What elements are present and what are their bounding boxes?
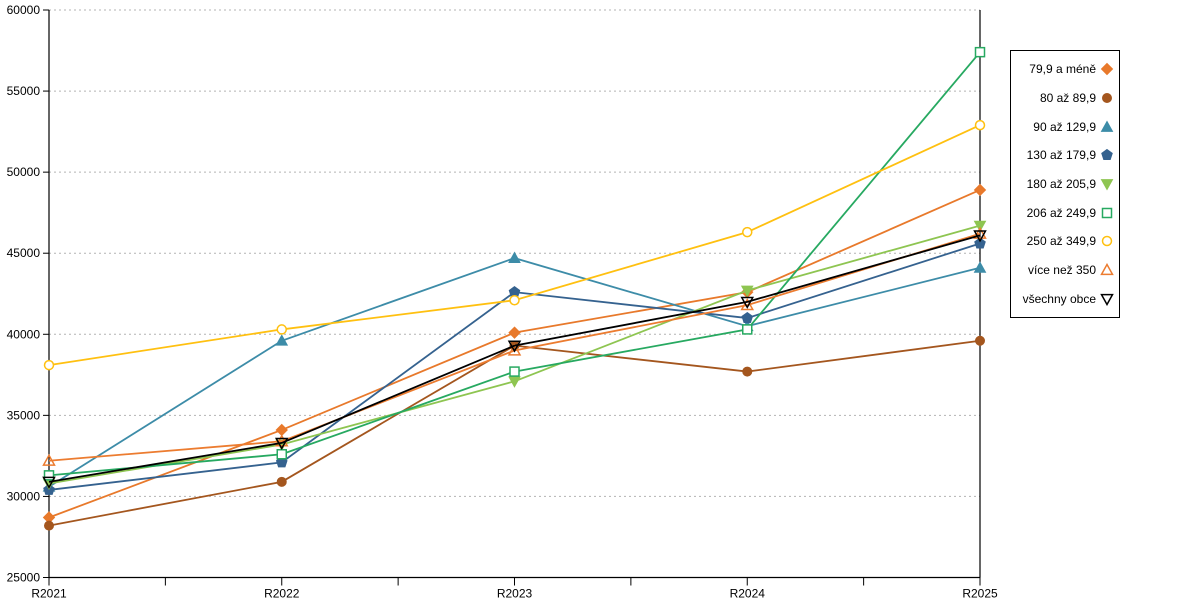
svg-text:55000: 55000	[7, 84, 41, 98]
svg-text:R2022: R2022	[264, 587, 300, 600]
legend-label: 80 až 89,9	[1039, 90, 1096, 105]
svg-text:35000: 35000	[7, 408, 41, 422]
hollow-circle-marker-icon	[1100, 234, 1114, 248]
triangle-down-marker-icon	[1100, 177, 1114, 191]
svg-text:R2025: R2025	[962, 587, 998, 600]
pentagon-marker-icon	[1100, 148, 1114, 162]
legend-item-250-az-349-9: 250 až 349,9	[1014, 234, 1114, 248]
square-marker-icon	[1100, 206, 1114, 220]
legend-item-80-az-89-9: 80 až 89,9	[1014, 91, 1114, 105]
legend-label: 180 až 205,9	[1026, 176, 1096, 191]
svg-text:R2023: R2023	[497, 587, 533, 600]
diamond-marker-icon	[1100, 62, 1114, 76]
svg-text:60000: 60000	[7, 3, 41, 17]
legend-item-180-az-205-9: 180 až 205,9	[1014, 177, 1114, 191]
legend-item-206-az-249-9: 206 až 249,9	[1014, 206, 1114, 220]
svg-text:R2024: R2024	[730, 587, 766, 600]
legend-item-vsechny-obce: všechny obce	[1014, 292, 1114, 306]
legend-label: 90 až 129,9	[1033, 119, 1096, 134]
svg-text:30000: 30000	[7, 489, 41, 503]
legend-item-vice-nez-350: více než 350	[1014, 262, 1114, 277]
legend-label: 206 až 249,9	[1026, 205, 1096, 220]
legend-item-79-9-a-mene: 79,9 a méně	[1014, 62, 1114, 76]
legend-label: všechny obce	[1022, 291, 1096, 306]
hollow-triangle-up-marker-icon	[1100, 262, 1114, 277]
legend-label: více než 350	[1027, 262, 1096, 277]
triangle-up-marker-icon	[1100, 120, 1114, 134]
circle-marker-icon	[1100, 91, 1114, 105]
legend-label: 250 až 349,9	[1026, 234, 1096, 249]
svg-text:40000: 40000	[7, 327, 41, 341]
svg-text:25000: 25000	[7, 571, 41, 585]
svg-text:45000: 45000	[7, 246, 41, 260]
legend-item-90-az-129-9: 90 až 129,9	[1014, 120, 1114, 134]
svg-text:50000: 50000	[7, 165, 41, 179]
legend-label: 79,9 a méně	[1029, 62, 1096, 77]
hollow-triangle-down-marker-icon	[1100, 292, 1114, 306]
svg-text:R2021: R2021	[31, 587, 67, 600]
legend-label: 130 až 179,9	[1026, 148, 1096, 163]
legend-item-130-az-179-9: 130 až 179,9	[1014, 148, 1114, 162]
legend: 79,9 a méně 80 až 89,9 90 až 129,9 130 a…	[1010, 50, 1120, 318]
